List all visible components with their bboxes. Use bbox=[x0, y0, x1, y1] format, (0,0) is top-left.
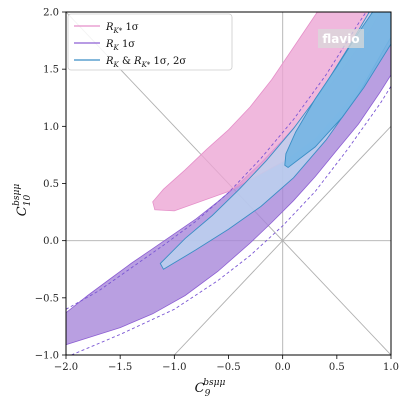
rkstar-band bbox=[152, 12, 391, 212]
x-tick-label: −1.5 bbox=[108, 362, 132, 373]
legend-label-rkstar: RK* 1σ bbox=[105, 22, 139, 35]
x-tick-label: −0.5 bbox=[216, 362, 240, 373]
y-tick-label: 1.5 bbox=[43, 65, 59, 76]
axis-ticks: −2.0 −1.5 −1.0 −0.5 0.0 0.5 1.0 −1.0 −0.5 0.0 0.5 1… bbox=[35, 8, 399, 374]
y-tick-label: 0.0 bbox=[43, 236, 59, 247]
watermark-box bbox=[318, 29, 364, 48]
watermark: flavio bbox=[318, 29, 364, 48]
y-tick-label: −1.0 bbox=[35, 351, 59, 362]
watermark-text: flavio bbox=[322, 32, 359, 46]
x-tick-label: 1.0 bbox=[383, 362, 399, 373]
y-tick-label: 1.0 bbox=[43, 122, 59, 133]
y-tick-label: −0.5 bbox=[35, 293, 59, 304]
x-tick-label: −1.0 bbox=[162, 362, 186, 373]
plot-area bbox=[66, 12, 391, 355]
x-tick-label: −2.0 bbox=[54, 362, 78, 373]
rk-band bbox=[66, 12, 391, 346]
dashed-curve-1 bbox=[71, 86, 391, 355]
legend-frame bbox=[67, 13, 233, 71]
x-axis-label: C9bsμμ bbox=[195, 378, 226, 399]
x-tick-label: 0.0 bbox=[275, 362, 291, 373]
legend: RK* 1σ RK 1σ RK & RK* 1σ, 2σ bbox=[67, 13, 233, 71]
y-axis-label: C10bsμμ bbox=[12, 184, 33, 217]
dashed-curve-0 bbox=[66, 12, 367, 310]
legend-label-rk: RK 1σ bbox=[105, 39, 135, 52]
y-tick-label: 2.0 bbox=[43, 8, 59, 19]
x-tick-label: 0.5 bbox=[329, 362, 345, 373]
legend-label-combined: RK & RK* 1σ, 2σ bbox=[105, 56, 186, 69]
y-tick-label: 0.5 bbox=[43, 179, 59, 190]
combined-1sigma-contour bbox=[284, 12, 391, 169]
